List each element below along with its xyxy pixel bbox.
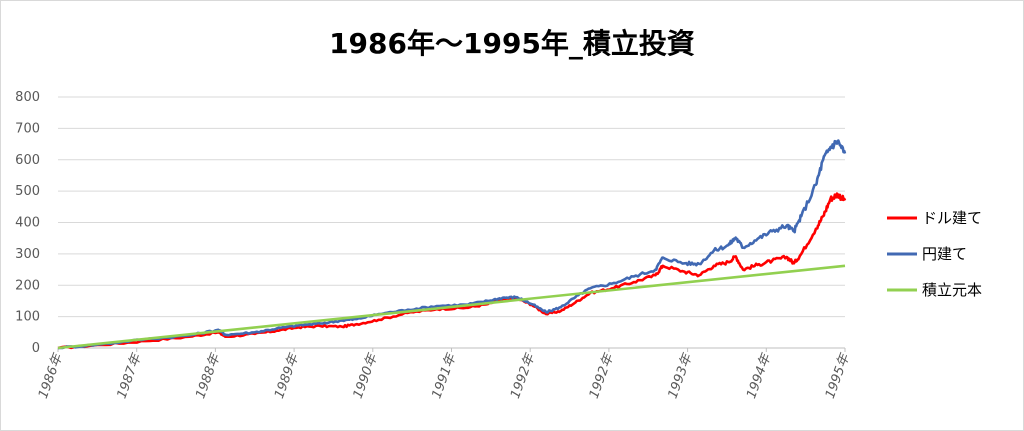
x-tick-label: 1988年 [193,350,224,400]
x-tick-label: 1992年 [508,350,539,400]
legend-label-1: 円建て [922,245,967,263]
chart-title: 1986年～1995年_積立投資 [329,27,695,60]
x-tick-label: 1986年 [36,350,67,400]
series-line-0 [57,192,847,350]
x-tick-label: 1989年 [272,350,303,400]
y-tick-label: 600 [15,153,40,168]
y-tick-label: 500 [15,184,40,199]
x-tick-label: 1991年 [429,350,460,400]
x-tick-label: 1992年 [587,350,618,400]
x-tick-label: 1990年 [351,350,382,400]
y-tick-label: 400 [15,216,40,231]
legend-label-2: 積立元本 [922,281,982,299]
y-tick-label: 0 [32,341,40,356]
y-tick-label: 100 [15,310,40,325]
x-tick-label: 1994年 [744,350,775,400]
x-tick-label: 1995年 [823,350,854,400]
series-line-2 [57,264,846,350]
y-tick-label: 300 [15,247,40,262]
y-tick-label: 700 [15,121,40,136]
x-tick-label: 1993年 [665,350,696,400]
x-tick-label: 1987年 [115,350,146,400]
y-tick-label: 800 [15,90,40,105]
series-line-1 [58,139,847,350]
y-tick-label: 200 [15,278,40,293]
legend-label-0: ドル建て [922,209,982,227]
